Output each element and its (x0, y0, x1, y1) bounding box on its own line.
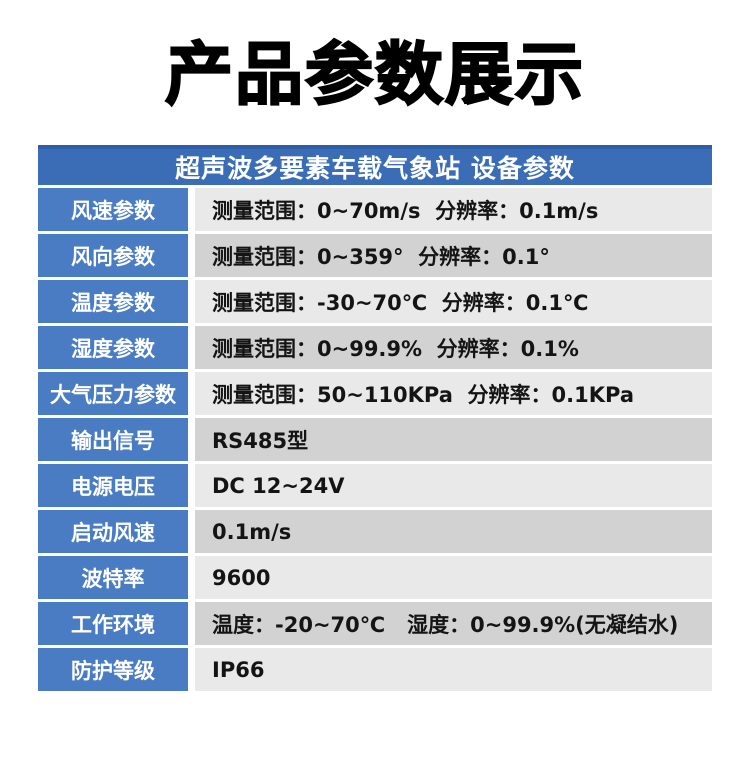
cell-gap (188, 418, 195, 461)
row-label: 波特率 (38, 556, 188, 599)
row-label: 输出信号 (38, 418, 188, 461)
table-row: 温度参数 测量范围：-30~70℃ 分辨率：0.1℃ (38, 280, 712, 323)
page-title: 产品参数展示 (164, 35, 585, 116)
row-label: 大气压力参数 (38, 372, 188, 415)
row-label: 风向参数 (38, 234, 188, 277)
row-value: 9600 (195, 556, 712, 599)
spec-table-rows: 风速参数 测量范围：0~70m/s 分辨率：0.1m/s 风向参数 测量范围：0… (38, 188, 712, 691)
table-row: 输出信号 RS485型 (38, 418, 712, 461)
spec-table: 超声波多要素车载气象站 设备参数 风速参数 测量范围：0~70m/s 分辨率：0… (38, 145, 712, 691)
cell-gap (188, 188, 195, 231)
row-value: DC 12~24V (195, 464, 712, 507)
row-label: 防护等级 (38, 648, 188, 691)
row-label: 温度参数 (38, 280, 188, 323)
row-value: 测量范围：0~359° 分辨率：0.1° (195, 234, 712, 277)
row-label: 启动风速 (38, 510, 188, 553)
row-value: 测量范围：50~110KPa 分辨率：0.1KPa (195, 372, 712, 415)
row-value: 0.1m/s (195, 510, 712, 553)
row-value: 测量范围：-30~70℃ 分辨率：0.1℃ (195, 280, 712, 323)
row-label: 湿度参数 (38, 326, 188, 369)
row-label: 工作环境 (38, 602, 188, 645)
cell-gap (188, 602, 195, 645)
row-value: 测量范围：0~70m/s 分辨率：0.1m/s (195, 188, 712, 231)
table-row: 大气压力参数 测量范围：50~110KPa 分辨率：0.1KPa (38, 372, 712, 415)
table-row: 波特率 9600 (38, 556, 712, 599)
cell-gap (188, 556, 195, 599)
row-value: 温度：-20~70℃ 湿度：0~99.9%(无凝结水) (195, 602, 712, 645)
cell-gap (188, 648, 195, 691)
cell-gap (188, 234, 195, 277)
cell-gap (188, 326, 195, 369)
row-label: 风速参数 (38, 188, 188, 231)
cell-gap (188, 464, 195, 507)
row-value: IP66 (195, 648, 712, 691)
cell-gap (188, 510, 195, 553)
cell-gap (188, 280, 195, 323)
table-row: 风向参数 测量范围：0~359° 分辨率：0.1° (38, 234, 712, 277)
table-row: 工作环境 温度：-20~70℃ 湿度：0~99.9%(无凝结水) (38, 602, 712, 645)
row-value: 测量范围：0~99.9% 分辨率：0.1% (195, 326, 712, 369)
table-row: 电源电压 DC 12~24V (38, 464, 712, 507)
table-row: 启动风速 0.1m/s (38, 510, 712, 553)
table-row: 湿度参数 测量范围：0~99.9% 分辨率：0.1% (38, 326, 712, 369)
row-value: RS485型 (195, 418, 712, 461)
table-row: 防护等级 IP66 (38, 648, 712, 691)
table-row: 风速参数 测量范围：0~70m/s 分辨率：0.1m/s (38, 188, 712, 231)
cell-gap (188, 372, 195, 415)
row-label: 电源电压 (38, 464, 188, 507)
table-header: 超声波多要素车载气象站 设备参数 (38, 145, 712, 185)
